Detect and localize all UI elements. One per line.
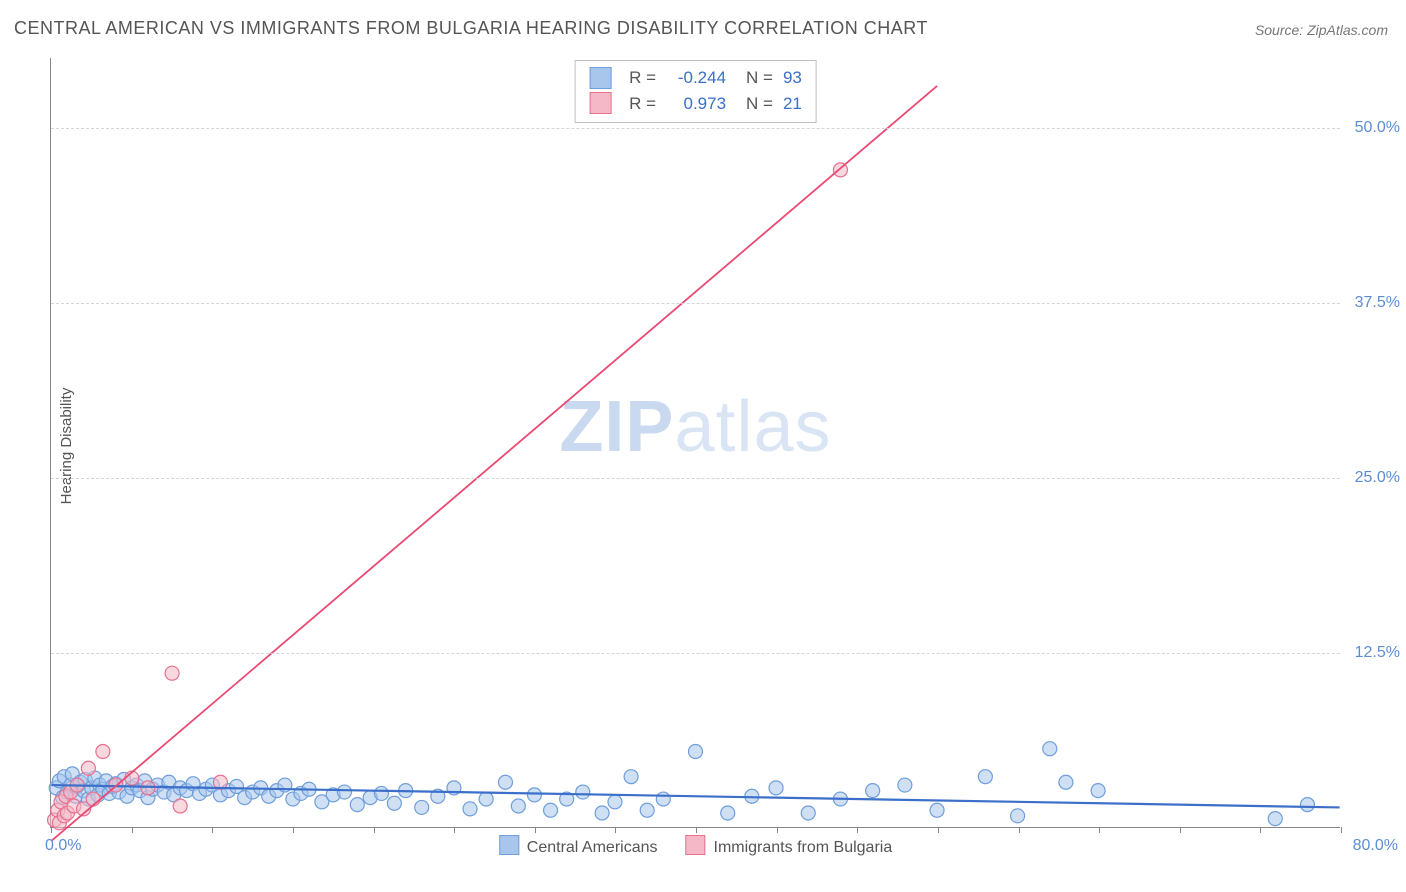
legend-swatch — [589, 92, 611, 114]
source-attribution: Source: ZipAtlas.com — [1255, 22, 1388, 38]
gridline — [51, 653, 1340, 654]
x-tick — [1260, 827, 1261, 833]
legend-item: Immigrants from Bulgaria — [686, 835, 893, 857]
data-point — [173, 799, 187, 813]
data-point — [769, 781, 783, 795]
data-point — [640, 803, 654, 817]
x-tick — [696, 827, 697, 833]
chart-svg — [51, 58, 1340, 827]
stats-row: R = -0.244 N = 93 — [589, 65, 802, 91]
data-point — [1011, 809, 1025, 823]
data-point — [96, 745, 110, 759]
y-tick-label: 50.0% — [1355, 119, 1400, 137]
data-point — [576, 785, 590, 799]
data-point — [595, 806, 609, 820]
data-point — [337, 785, 351, 799]
data-point — [463, 802, 477, 816]
gridline — [51, 478, 1340, 479]
data-point — [479, 792, 493, 806]
data-point — [415, 800, 429, 814]
data-point — [527, 788, 541, 802]
legend-label: Immigrants from Bulgaria — [714, 839, 893, 856]
data-point — [721, 806, 735, 820]
y-tick-label: 12.5% — [1355, 644, 1400, 662]
x-tick — [615, 827, 616, 833]
data-point — [866, 784, 880, 798]
stat-R-label: R = — [629, 65, 656, 91]
plot-area: ZIPatlas R =-0.244N =93R =0.973N =21 0.0… — [50, 58, 1340, 828]
x-tick — [1019, 827, 1020, 833]
data-point — [544, 803, 558, 817]
stat-N-label: N = — [746, 91, 773, 117]
chart-title: CENTRAL AMERICAN VS IMMIGRANTS FROM BULG… — [14, 18, 928, 39]
y-tick-label: 37.5% — [1355, 294, 1400, 312]
x-tick — [1180, 827, 1181, 833]
data-point — [387, 796, 401, 810]
legend-swatch — [499, 835, 519, 855]
data-point — [86, 792, 100, 806]
gridline — [51, 303, 1340, 304]
data-point — [1268, 812, 1282, 826]
x-axis-max-label: 80.0% — [1353, 837, 1398, 855]
legend-item: Central Americans — [499, 835, 658, 857]
data-point — [498, 775, 512, 789]
data-point — [1300, 798, 1314, 812]
data-point — [801, 806, 815, 820]
data-point — [898, 778, 912, 792]
data-point — [1091, 784, 1105, 798]
data-point — [624, 770, 638, 784]
x-tick — [1099, 827, 1100, 833]
stat-R-label: R = — [629, 91, 656, 117]
x-tick — [212, 827, 213, 833]
chart-container: CENTRAL AMERICAN VS IMMIGRANTS FROM BULG… — [0, 0, 1406, 892]
data-point — [656, 792, 670, 806]
x-tick — [293, 827, 294, 833]
x-axis-min-label: 0.0% — [45, 837, 81, 855]
x-tick — [374, 827, 375, 833]
x-tick — [132, 827, 133, 833]
data-point — [350, 798, 364, 812]
x-tick — [454, 827, 455, 833]
stat-N-value: 93 — [783, 65, 802, 91]
legend-label: Central Americans — [527, 839, 658, 856]
data-point — [930, 803, 944, 817]
data-point — [689, 745, 703, 759]
gridline — [51, 128, 1340, 129]
source-link[interactable]: ZipAtlas.com — [1307, 22, 1388, 38]
x-tick — [938, 827, 939, 833]
legend-swatch — [686, 835, 706, 855]
data-point — [1059, 775, 1073, 789]
x-tick — [777, 827, 778, 833]
data-point — [978, 770, 992, 784]
legend-bottom: Central Americans Immigrants from Bulgari… — [499, 835, 892, 857]
legend-swatch — [589, 67, 611, 89]
stat-R-value: 0.973 — [666, 91, 726, 117]
y-tick-label: 25.0% — [1355, 469, 1400, 487]
stat-N-label: N = — [746, 65, 773, 91]
data-point — [511, 799, 525, 813]
stat-N-value: 21 — [783, 91, 802, 117]
stat-R-value: -0.244 — [666, 65, 726, 91]
data-point — [1043, 742, 1057, 756]
data-point — [374, 786, 388, 800]
x-tick — [535, 827, 536, 833]
stats-row: R = 0.973 N = 21 — [589, 91, 802, 117]
source-prefix: Source: — [1255, 22, 1307, 38]
x-tick — [857, 827, 858, 833]
x-tick — [51, 827, 52, 833]
data-point — [165, 666, 179, 680]
data-point — [81, 761, 95, 775]
stats-legend-box: R = -0.244 N = 93 R = 0.973 N = 21 — [574, 60, 817, 123]
x-tick — [1341, 827, 1342, 833]
data-point — [608, 795, 622, 809]
regression-line — [51, 86, 937, 841]
